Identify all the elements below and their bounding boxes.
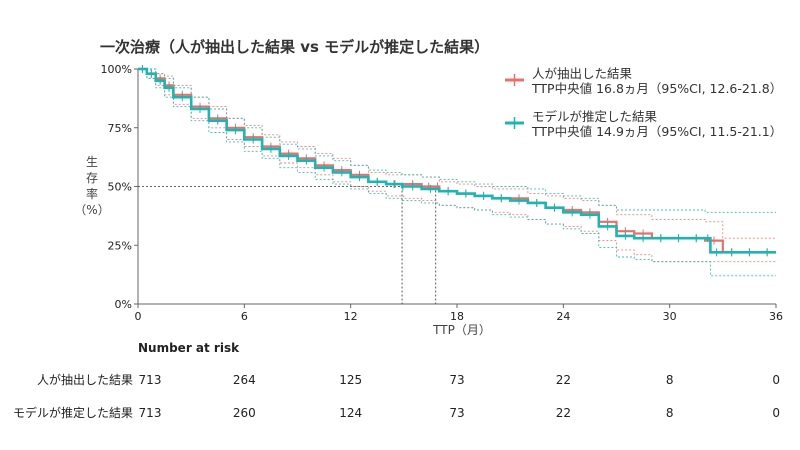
x-tick-label: 24 [556, 310, 570, 323]
x-axis-title: TTP（月） [432, 323, 491, 337]
y-axis-title-char-1: 生 [86, 155, 98, 169]
risk-value: 0 [772, 406, 780, 420]
risk-values: 713 264 125 73 22 8 0 713 260 124 73 22 8 0 [139, 373, 780, 420]
risk-value: 8 [666, 373, 674, 387]
survival-curve-model [138, 67, 776, 254]
risk-row-label-human: 人が抽出した結果 [37, 372, 133, 387]
y-axis-title-char-3: 率 [86, 186, 98, 201]
legend-item-model: モデルが推定した結果 TTP中央値 14.9ヵ月（95%CI, 11.5-21.… [505, 109, 782, 139]
x-tick-label: 36 [769, 310, 783, 323]
x-tick-label: 6 [241, 310, 248, 323]
risk-value: 713 [139, 373, 162, 387]
y-tick-label: 75% [108, 122, 132, 135]
legend-detail-model: TTP中央値 14.9ヵ月（95%CI, 11.5-21.1） [531, 124, 782, 139]
risk-value: 8 [666, 406, 674, 420]
x-tick-label: 30 [663, 310, 677, 323]
ci-lower-human [138, 68, 776, 263]
x-tick-label: 12 [344, 310, 358, 323]
y-axis-title-char-2: 存 [86, 171, 98, 185]
x-tick-label: 18 [450, 310, 464, 323]
risk-value: 0 [772, 373, 780, 387]
risk-value: 22 [556, 373, 571, 387]
risk-value: 22 [556, 406, 571, 420]
risk-value: 260 [233, 406, 256, 420]
x-tick-label: 0 [135, 310, 142, 323]
y-axis-title-char-4: （%） [74, 203, 109, 217]
plot-area: 0% 25% 50% 75% 100% 0 6 12 18 24 30 36 [101, 63, 783, 323]
y-tick-label: 50% [108, 181, 132, 194]
risk-value: 73 [449, 373, 464, 387]
risk-value: 73 [449, 406, 464, 420]
y-axis-title: 生 存 率 （%） [74, 155, 109, 217]
risk-table-header: Number at risk [138, 341, 240, 355]
legend-label-model: モデルが推定した結果 [532, 109, 658, 124]
legend-item-human: 人が抽出した結果 TTP中央値 16.8ヵ月（95%CI, 12.6-21.8） [505, 66, 782, 96]
ci-upper-model [138, 68, 776, 213]
risk-value: 124 [339, 406, 362, 420]
censor-marks-model [141, 65, 768, 257]
survival-curve-human [138, 67, 776, 254]
risk-row-label-model: モデルが推定した結果 [13, 405, 133, 420]
risk-value: 713 [139, 406, 162, 420]
chart-title: 一次治療（人が抽出した結果 vs モデルが推定した結果） [100, 38, 489, 56]
risk-value: 264 [233, 373, 256, 387]
legend: 人が抽出した結果 TTP中央値 16.8ヵ月（95%CI, 12.6-21.8）… [505, 66, 782, 139]
ci-lower-model [138, 68, 776, 277]
risk-value: 125 [339, 373, 362, 387]
legend-detail-human: TTP中央値 16.8ヵ月（95%CI, 12.6-21.8） [531, 81, 782, 96]
legend-label-human: 人が抽出した結果 [532, 66, 633, 81]
y-tick-label: 25% [108, 239, 132, 252]
y-tick-label: 100% [101, 63, 132, 76]
y-tick-label: 0% [115, 298, 132, 311]
